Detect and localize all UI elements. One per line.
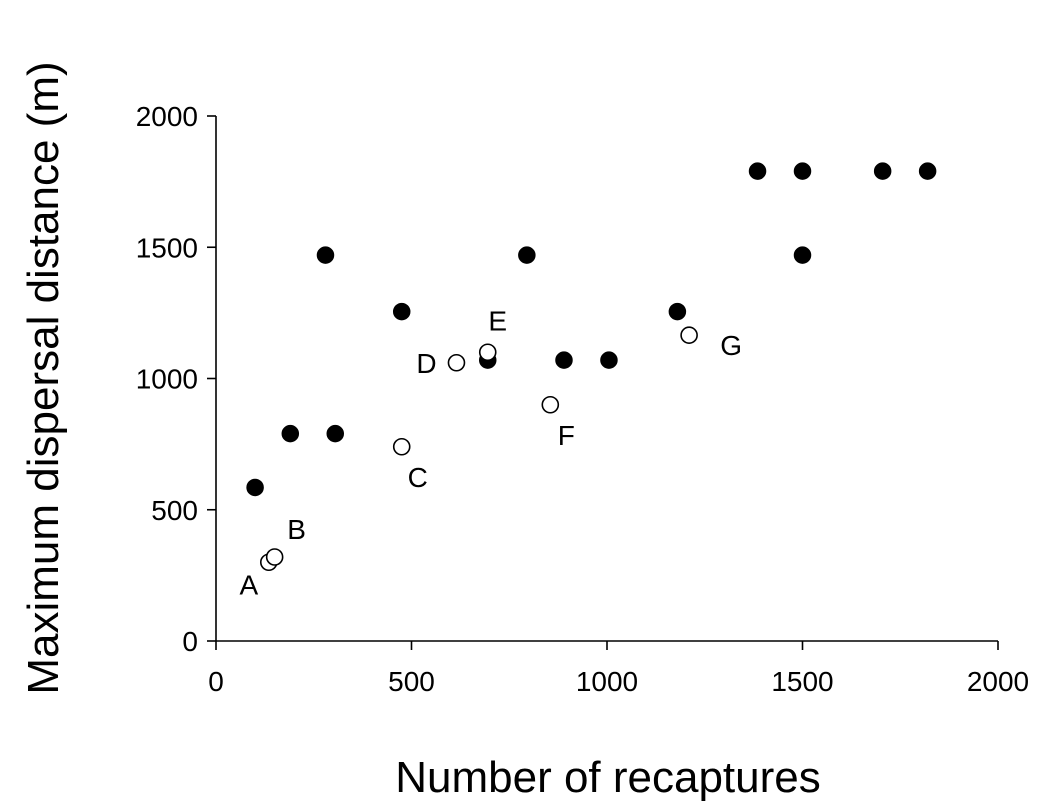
point-label: D bbox=[416, 348, 436, 379]
y-tick-label: 0 bbox=[182, 626, 198, 657]
filled-point bbox=[518, 246, 536, 264]
filled-point bbox=[392, 302, 411, 321]
point-label: F bbox=[558, 420, 575, 451]
filled-point bbox=[668, 302, 687, 321]
open-point bbox=[447, 353, 466, 372]
filled-point bbox=[326, 424, 345, 443]
point-label: G bbox=[720, 330, 742, 361]
point-labels: AB C D E F G bbox=[239, 305, 742, 600]
open-point bbox=[680, 326, 698, 344]
data-points bbox=[246, 162, 937, 572]
filled-point bbox=[793, 246, 812, 264]
axes bbox=[215, 116, 998, 642]
x-tick-label: 500 bbox=[388, 666, 435, 697]
x-tick-label: 0 bbox=[208, 666, 224, 697]
filled-point bbox=[748, 162, 767, 180]
filled-point bbox=[600, 351, 618, 369]
point-label: E bbox=[488, 305, 507, 336]
filled-point bbox=[281, 424, 300, 443]
y-tick-label: 1000 bbox=[136, 364, 198, 395]
x-tick-label: 1000 bbox=[576, 666, 638, 697]
x-tick-label: 2000 bbox=[967, 666, 1029, 697]
x-tick-label: 1500 bbox=[771, 666, 833, 697]
y-tick-label: 500 bbox=[151, 495, 198, 526]
filled-point bbox=[918, 162, 937, 180]
filled-point bbox=[246, 478, 264, 497]
open-point bbox=[265, 548, 284, 566]
point-label: B bbox=[287, 514, 306, 545]
y-tick-label: 2000 bbox=[136, 101, 198, 132]
open-point bbox=[541, 395, 560, 414]
y-axis-title: Maximum dispersal distance (m) bbox=[19, 61, 68, 694]
open-point bbox=[392, 437, 411, 456]
open-point bbox=[478, 343, 497, 362]
y-tick-label: 1500 bbox=[136, 232, 198, 263]
x-axis-title: Number of recaptures bbox=[395, 753, 821, 802]
point-label: C bbox=[408, 462, 428, 493]
ticks: 0 500 1000 1500 2000 0 500 1000 1500 2000 bbox=[136, 101, 1029, 697]
filled-point bbox=[873, 162, 892, 180]
filled-point bbox=[793, 162, 812, 180]
point-label: A bbox=[239, 569, 258, 600]
filled-point bbox=[555, 351, 573, 369]
filled-point bbox=[316, 246, 335, 264]
